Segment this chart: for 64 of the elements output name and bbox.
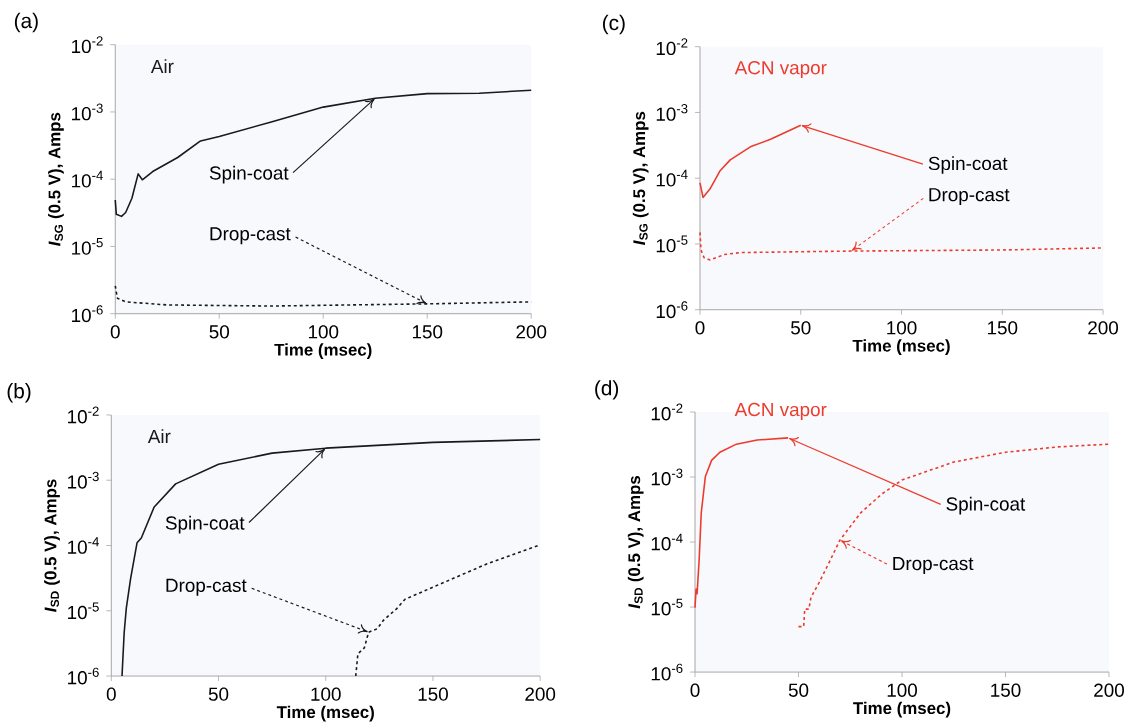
text: Spin-coat <box>928 156 1008 174</box>
chart-title: (d) <box>595 380 619 400</box>
x-tick-label: 50 <box>788 683 809 698</box>
x-tick-label: 200 <box>525 687 556 701</box>
y-tick-label: 10$^{-3}$ <box>656 104 688 122</box>
x-tick-label: 200 <box>516 325 547 339</box>
x-axis-title: Time (msec) <box>852 339 950 356</box>
annotation: ACN vapor <box>734 61 827 79</box>
legend-label: Drop-cast <box>893 557 974 575</box>
annotation: Air <box>147 429 171 444</box>
x-tick-label: 100 <box>887 683 917 698</box>
y-tick-label: 10$^{-4}$ <box>651 533 683 551</box>
y-tick-label: 10$^{-6}$ <box>656 301 688 319</box>
x-tick-label: 150 <box>987 321 1018 335</box>
annotation: Air <box>150 59 174 74</box>
y-axis-title: I$_{SD}$ (0.5 V), Amps <box>627 476 644 609</box>
y-tick-label: 10$^{-6}$ <box>651 663 683 681</box>
y-tick-label: 10$^{-3}$ <box>72 103 103 121</box>
x-axis-title: Time (msec) <box>276 705 374 722</box>
y-tick-label: 10$^{-5}$ <box>651 598 683 616</box>
chart-title: (b) <box>7 383 31 403</box>
y-tick-label: 10$^{-4}$ <box>68 537 99 555</box>
x-tick-label: 150 <box>418 687 448 701</box>
x-tick-label: 50 <box>209 325 230 339</box>
y-tick-label: 10$^{-4}$ <box>72 171 103 188</box>
x-tick-label: 100 <box>887 321 917 335</box>
text: Spin-coat <box>946 496 1026 515</box>
y-tick-label: 10$^{-4}$ <box>656 170 688 187</box>
y-axis-title: I$_{SG}$ (0.5 V), Amps <box>48 112 64 247</box>
y-tick-label: 10$^{-2}$ <box>68 406 99 424</box>
series-label: Spin-coat <box>165 515 245 534</box>
y-tick-label: 10$^{-2}$ <box>72 36 103 54</box>
y-tick-label: 10$^{-3}$ <box>68 471 99 489</box>
text: Drop-cast <box>166 578 247 596</box>
x-tick-label: 200 <box>1094 683 1124 698</box>
x-tick-label: 0 <box>110 325 120 339</box>
y-tick-label: 10$^{-5}$ <box>72 238 103 255</box>
x-axis-title: Time (msec) <box>853 701 951 718</box>
x-tick-label: 100 <box>311 687 341 701</box>
x-tick-label: 50 <box>208 687 229 701</box>
series-label: Spin-coat <box>209 165 289 184</box>
x-tick-label: 0 <box>106 687 116 701</box>
y-tick-label: 10$^{-2}$ <box>651 403 683 421</box>
x-tick-label: 0 <box>690 683 700 698</box>
y-axis-title: I$_{SD}$ (0.5 V), Amps <box>44 479 60 613</box>
y-tick-label: 10$^{-6}$ <box>72 305 103 323</box>
x-tick-label: 150 <box>991 683 1021 698</box>
y-tick-label: 10$^{-5}$ <box>68 602 99 620</box>
chart-title: (a) <box>14 12 38 33</box>
x-axis-title: Time (msec) <box>274 343 372 360</box>
y-tick-label: 10$^{-6}$ <box>68 667 99 685</box>
y-tick-label: 10$^{-2}$ <box>656 38 688 56</box>
text: Drop-cast <box>929 188 1010 206</box>
y-tick-label: 10$^{-5}$ <box>656 235 688 253</box>
x-tick-label: 100 <box>308 325 339 339</box>
x-tick-label: 200 <box>1088 321 1119 335</box>
annotation: ACN vapor <box>734 403 827 421</box>
text: Drop-cast <box>210 227 291 245</box>
x-tick-label: 0 <box>695 321 705 335</box>
x-tick-label: 50 <box>791 321 811 335</box>
y-tick-label: 10$^{-3}$ <box>651 468 683 486</box>
y-axis-title: I$_{SG}$ (0.5 V), Amps <box>632 112 649 246</box>
chart-title: (c) <box>602 14 625 35</box>
x-tick-label: 150 <box>412 325 443 339</box>
